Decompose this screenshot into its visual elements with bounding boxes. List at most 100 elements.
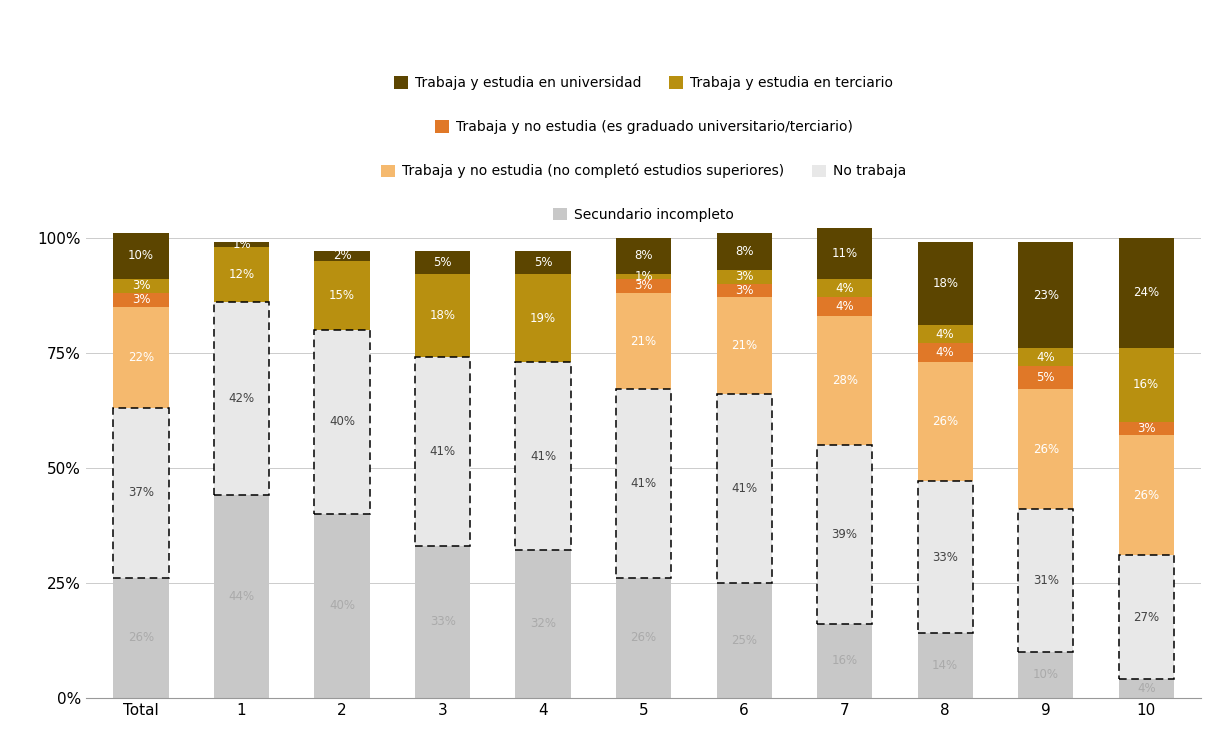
Bar [515,251,571,274]
Bar [1018,389,1073,509]
Text: 3%: 3% [734,270,754,284]
Bar [215,495,270,698]
Text: 18%: 18% [932,277,959,290]
Bar [716,394,772,583]
Text: 4%: 4% [835,300,855,313]
Text: 18%: 18% [429,309,456,322]
Bar [114,307,169,408]
Text: 25%: 25% [731,634,758,646]
Bar [215,242,270,247]
Bar [817,316,873,445]
Bar [315,260,370,329]
Text: 10%: 10% [128,250,154,262]
Text: 1%: 1% [232,238,251,251]
Bar [716,583,772,698]
Bar [1118,348,1173,422]
Bar [1018,509,1073,652]
Text: 24%: 24% [1133,286,1160,299]
Bar [917,344,972,362]
Text: 41%: 41% [429,445,456,458]
Text: 26%: 26% [932,415,959,428]
Bar [716,298,772,394]
Text: 5%: 5% [433,256,452,269]
Bar [716,270,772,284]
Bar [817,624,873,698]
Bar [917,242,972,325]
Text: 42%: 42% [228,392,255,405]
Bar [1118,435,1173,555]
Text: 8%: 8% [734,245,754,258]
Bar [817,298,873,316]
Bar [414,357,471,546]
Bar [315,251,370,260]
Text: 33%: 33% [429,615,456,628]
Bar [1018,652,1073,698]
Text: 4%: 4% [935,346,955,359]
Bar [515,362,571,550]
Bar [1118,238,1173,348]
Text: 3%: 3% [132,293,151,306]
Bar [515,362,571,550]
Text: 41%: 41% [731,482,758,495]
Bar [315,329,370,514]
Text: 26%: 26% [1032,442,1059,456]
Bar [917,482,972,633]
Bar [615,274,672,279]
Text: 40%: 40% [329,599,356,612]
Text: 37%: 37% [128,486,154,500]
Text: 1%: 1% [634,270,653,284]
Bar [414,357,471,546]
Bar [917,362,972,482]
Bar [817,229,873,279]
Bar [114,233,169,279]
Bar [414,251,471,274]
Bar [1118,555,1173,679]
Bar [414,546,471,698]
Text: 8%: 8% [634,250,653,262]
Text: 4%: 4% [835,282,855,295]
Text: 5%: 5% [533,256,553,269]
Bar [716,394,772,583]
Bar [917,633,972,698]
Text: 33%: 33% [932,550,958,564]
Bar [1118,555,1173,679]
Text: 15%: 15% [329,289,356,302]
Bar [716,284,772,298]
Legend: Secundario incompleto: Secundario incompleto [548,202,739,227]
Text: 22%: 22% [128,351,154,364]
Bar [917,482,972,633]
Text: 26%: 26% [128,632,154,644]
Text: 16%: 16% [831,654,858,668]
Text: 12%: 12% [228,268,255,281]
Bar [615,279,672,292]
Bar [1118,679,1173,698]
Text: 4%: 4% [1036,351,1056,364]
Bar [917,325,972,344]
Text: 4%: 4% [1137,682,1156,694]
Bar [114,408,169,578]
Bar [215,302,270,495]
Text: 28%: 28% [831,374,858,387]
Bar [615,292,672,389]
Bar [114,578,169,698]
Bar [817,445,873,624]
Text: 40%: 40% [329,415,356,428]
Bar [1018,348,1073,366]
Text: 21%: 21% [731,339,758,352]
Bar [615,389,672,578]
Bar [515,550,571,698]
Bar [315,514,370,698]
Bar [114,279,169,292]
Text: 3%: 3% [132,280,151,292]
Bar [1118,422,1173,435]
Bar [1018,242,1073,348]
Bar [1018,509,1073,652]
Text: 39%: 39% [831,528,858,541]
Text: 11%: 11% [831,248,858,260]
Text: 31%: 31% [1032,574,1059,586]
Text: 44%: 44% [228,590,255,603]
Text: 5%: 5% [1036,371,1054,384]
Text: 26%: 26% [1133,489,1160,502]
Bar [414,274,471,357]
Bar [817,279,873,298]
